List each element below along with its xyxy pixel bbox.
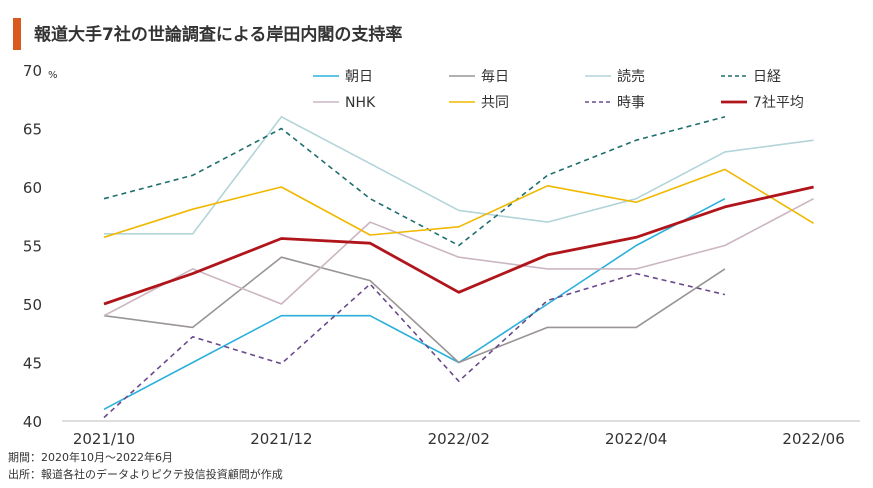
x-tick-label: 2021/12	[250, 430, 312, 448]
y-tick-label: 65	[23, 121, 42, 139]
x-tick-label: 2021/10	[73, 430, 135, 448]
series-line-5	[103, 168, 815, 239]
y-tick-label: 60	[23, 179, 42, 197]
series-line-7	[103, 185, 814, 306]
legend-label: 時事	[617, 95, 645, 111]
series-line-1	[103, 256, 726, 364]
legend-label: 共同	[481, 95, 509, 111]
y-tick-label: 55	[23, 238, 42, 256]
series-line-3	[103, 116, 726, 247]
x-tick-label: 2022/04	[605, 430, 667, 448]
legend-label: 日経	[753, 69, 781, 85]
y-tick-label: 50	[23, 296, 42, 314]
legend-label: 読売	[617, 68, 645, 85]
series-line-0	[103, 197, 726, 411]
y-unit-label: %	[48, 70, 58, 81]
y-tick-label: 45	[23, 355, 42, 373]
legend-label: 朝日	[345, 69, 373, 85]
x-tick-label: 2022/02	[428, 430, 490, 448]
footnote-period: 期間：2020年10月～2022年6月	[8, 451, 173, 464]
legend-label: NHK	[345, 95, 376, 111]
x-tick-label: 2022/06	[782, 430, 844, 448]
series-line-6	[103, 272, 726, 419]
legend-label: 毎日	[481, 69, 509, 85]
series-line-4	[103, 197, 814, 317]
footnote-source: 出所：報道各社のデータよりピクテ投信投資顧問が作成	[8, 468, 283, 481]
legend-label: 7社平均	[753, 95, 804, 111]
chart-title: 報道大手7社の世論調査による岸田内閣の支持率	[34, 25, 403, 45]
series-line-2	[104, 116, 814, 235]
title-accent-bar	[13, 18, 21, 50]
y-tick-label: 40	[23, 413, 42, 431]
y-tick-label: 70	[23, 62, 42, 80]
